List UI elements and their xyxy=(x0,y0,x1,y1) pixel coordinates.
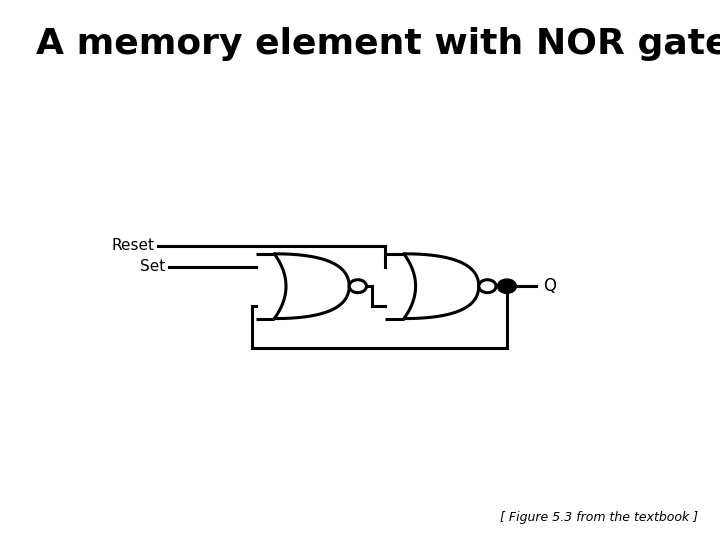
Circle shape xyxy=(498,279,516,293)
Text: Set: Set xyxy=(140,259,166,274)
Text: A memory element with NOR gates: A memory element with NOR gates xyxy=(36,27,720,61)
Circle shape xyxy=(349,280,366,293)
Circle shape xyxy=(479,280,496,293)
Text: [ Figure 5.3 from the textbook ]: [ Figure 5.3 from the textbook ] xyxy=(500,511,698,524)
Text: Q: Q xyxy=(543,277,556,295)
Text: Reset: Reset xyxy=(112,238,155,253)
